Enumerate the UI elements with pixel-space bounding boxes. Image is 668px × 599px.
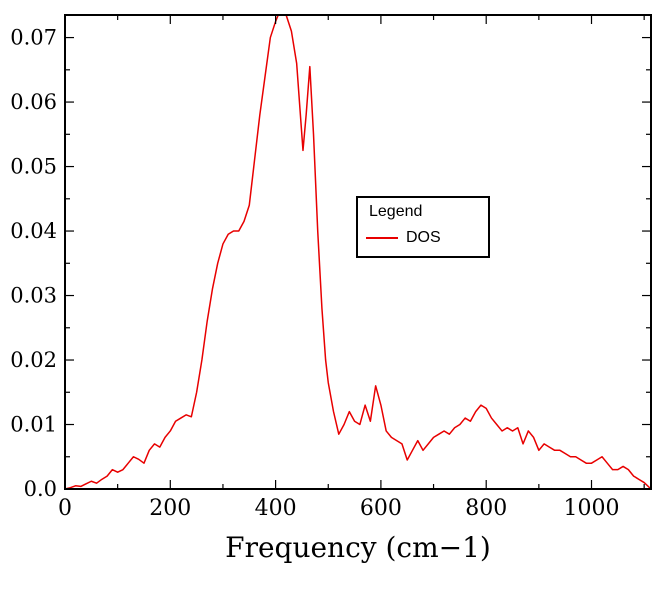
dos-line: [64, 14, 652, 490]
legend: Legend DOS: [356, 196, 490, 258]
y-tick-label: 0.06: [10, 90, 57, 114]
x-tick-label: 600: [360, 496, 402, 521]
y-tick-label: 0.05: [10, 155, 57, 179]
y-tick-label: 0.03: [10, 284, 57, 308]
x-tick-label: 200: [149, 496, 191, 521]
y-tick-label: 0.07: [10, 26, 57, 50]
legend-entry-label: DOS: [406, 229, 441, 246]
legend-title: Legend: [369, 203, 423, 220]
x-tick-label: 800: [465, 496, 507, 521]
x-tick-label: 1000: [564, 496, 620, 521]
y-tick-label: 0.02: [10, 348, 57, 372]
legend-line-swatch-icon: [366, 237, 398, 239]
plot-frame: [64, 14, 652, 490]
y-tick-label: 0.01: [10, 413, 57, 437]
y-tick-label: 0.04: [10, 219, 57, 243]
y-tick-label: 0.0: [24, 477, 57, 501]
x-tick-label: 400: [255, 496, 297, 521]
x-tick-label: 0: [58, 496, 72, 521]
legend-entry-dos: DOS: [358, 229, 488, 247]
x-axis-title: Frequency (cm−1): [225, 531, 491, 564]
